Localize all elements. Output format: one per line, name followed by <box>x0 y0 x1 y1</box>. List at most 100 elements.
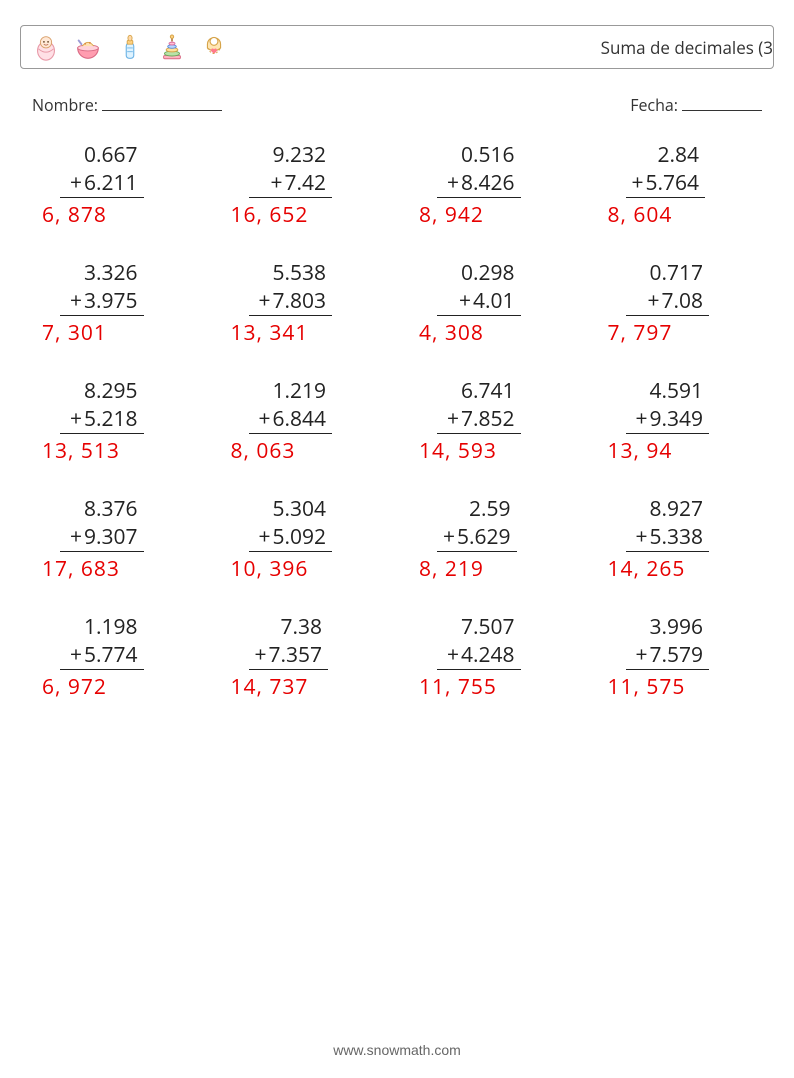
problem-stack: 8.376+9.307 <box>60 495 144 552</box>
problem-stack: 3.326+3.975 <box>60 259 144 316</box>
addend-bottom-value: 7.357 <box>269 641 323 669</box>
addend-bottom: +7.579 <box>626 641 710 670</box>
name-blank-line <box>102 95 222 111</box>
plus-sign: + <box>258 287 270 315</box>
addend-bottom: +9.349 <box>626 405 710 434</box>
problems-grid: 0.667+6.2116, 8789.232+7.4216, 652 0.516+… <box>0 141 794 701</box>
plus-sign: + <box>459 287 471 315</box>
problem: 7.507+4.24811, 755 <box>397 613 586 701</box>
addend-bottom: +7.08 <box>626 287 710 316</box>
problem-stack: 0.717+7.08 <box>626 259 710 316</box>
addend-top: 5.304 <box>249 495 333 523</box>
addend-bottom-value: 4.248 <box>461 641 515 669</box>
header-icon-row <box>31 32 229 62</box>
plus-sign: + <box>70 405 82 433</box>
answer: 14, 265 <box>608 555 686 583</box>
addend-bottom-value: 9.307 <box>84 523 138 551</box>
worksheet-title: Suma de decimales (3 <box>601 36 773 59</box>
addend-top: 3.326 <box>60 259 144 287</box>
addend-top: 0.667 <box>60 141 144 169</box>
addend-bottom-value: 4.01 <box>473 287 515 315</box>
problem: 7.38+7.35714, 737 <box>209 613 398 701</box>
addend-top: 1.198 <box>60 613 144 641</box>
problem: 8.295+5.218 13, 513 <box>20 377 209 465</box>
answer: 13, 513 <box>42 437 120 465</box>
problem: 9.232+7.4216, 652 <box>209 141 398 229</box>
date-blank-line <box>682 95 762 111</box>
problem: 5.538+7.80313, 341 <box>209 259 398 347</box>
problem: 1.198+5.774 6, 972 <box>20 613 209 701</box>
problem-stack: 0.516+8.426 <box>437 141 521 198</box>
addend-top: 0.298 <box>437 259 521 287</box>
problem: 3.996+7.57911, 575 <box>586 613 775 701</box>
addend-bottom: +8.426 <box>437 169 521 198</box>
plus-sign: + <box>632 169 644 197</box>
answer: 8, 604 <box>608 201 673 229</box>
plus-sign: + <box>70 641 82 669</box>
addend-bottom-value: 6.211 <box>84 169 138 197</box>
addend-bottom: +5.629 <box>437 523 517 552</box>
name-field: Nombre: <box>32 94 222 116</box>
plus-sign: + <box>635 641 647 669</box>
addend-bottom: +6.211 <box>60 169 144 198</box>
addend-bottom-value: 5.764 <box>646 169 700 197</box>
addend-top: 2.59 <box>437 495 517 523</box>
plus-sign: + <box>270 169 282 197</box>
problem: 8.927+5.338 14, 265 <box>586 495 775 583</box>
problem: 6.741+7.85214, 593 <box>397 377 586 465</box>
baby-icon <box>31 32 61 62</box>
problem-stack: 0.667+6.211 <box>60 141 144 198</box>
addend-bottom: +5.338 <box>626 523 710 552</box>
answer: 14, 737 <box>231 673 309 701</box>
plus-sign: + <box>647 287 659 315</box>
problem: 3.326+3.9757, 301 <box>20 259 209 347</box>
answer: 17, 683 <box>42 555 120 583</box>
addend-bottom-value: 5.218 <box>84 405 138 433</box>
problem: 8.376+9.307 17, 683 <box>20 495 209 583</box>
addend-bottom: +9.307 <box>60 523 144 552</box>
bottle-icon <box>115 32 145 62</box>
plus-sign: + <box>70 287 82 315</box>
problem: 5.304+5.092 10, 396 <box>209 495 398 583</box>
footer-url: www.snowmath.com <box>0 1042 794 1058</box>
problem: 2.59+5.629 8, 219 <box>397 495 586 583</box>
problem-stack: 2.59+5.629 <box>437 495 517 552</box>
answer: 8, 942 <box>419 201 484 229</box>
problem-stack: 2.84+5.764 <box>626 141 706 198</box>
answer: 6, 972 <box>42 673 107 701</box>
answer: 10, 396 <box>231 555 309 583</box>
problem-stack: 1.198+5.774 <box>60 613 144 670</box>
addend-top: 8.295 <box>60 377 144 405</box>
bib-icon <box>199 32 229 62</box>
name-label: Nombre: <box>32 94 98 116</box>
addend-bottom-value: 5.338 <box>650 523 704 551</box>
addend-bottom-value: 7.852 <box>461 405 515 433</box>
addend-bottom: +7.803 <box>249 287 333 316</box>
plus-sign: + <box>447 405 459 433</box>
problem-stack: 8.295+5.218 <box>60 377 144 434</box>
problem-stack: 5.304+5.092 <box>249 495 333 552</box>
addend-top: 7.38 <box>249 613 329 641</box>
addend-top: 1.219 <box>249 377 333 405</box>
addend-top: 3.996 <box>626 613 710 641</box>
header-bar: Suma de decimales (3 <box>20 25 774 69</box>
plus-sign: + <box>447 641 459 669</box>
plus-sign: + <box>70 169 82 197</box>
addend-bottom-value: 5.774 <box>84 641 138 669</box>
plus-sign: + <box>443 523 455 551</box>
problem-stack: 3.996+7.579 <box>626 613 710 670</box>
plus-sign: + <box>635 405 647 433</box>
addend-bottom-value: 5.092 <box>273 523 327 551</box>
problem-stack: 0.298+4.01 <box>437 259 521 316</box>
answer: 14, 593 <box>419 437 497 465</box>
problem-stack: 8.927+5.338 <box>626 495 710 552</box>
answer: 8, 219 <box>419 555 484 583</box>
problem-stack: 1.219+6.844 <box>249 377 333 434</box>
addend-bottom: +5.774 <box>60 641 144 670</box>
addend-bottom-value: 9.349 <box>650 405 704 433</box>
problem: 0.667+6.2116, 878 <box>20 141 209 229</box>
addend-top: 0.717 <box>626 259 710 287</box>
addend-bottom: +4.248 <box>437 641 521 670</box>
addend-bottom-value: 6.844 <box>273 405 327 433</box>
answer: 13, 341 <box>231 319 309 347</box>
